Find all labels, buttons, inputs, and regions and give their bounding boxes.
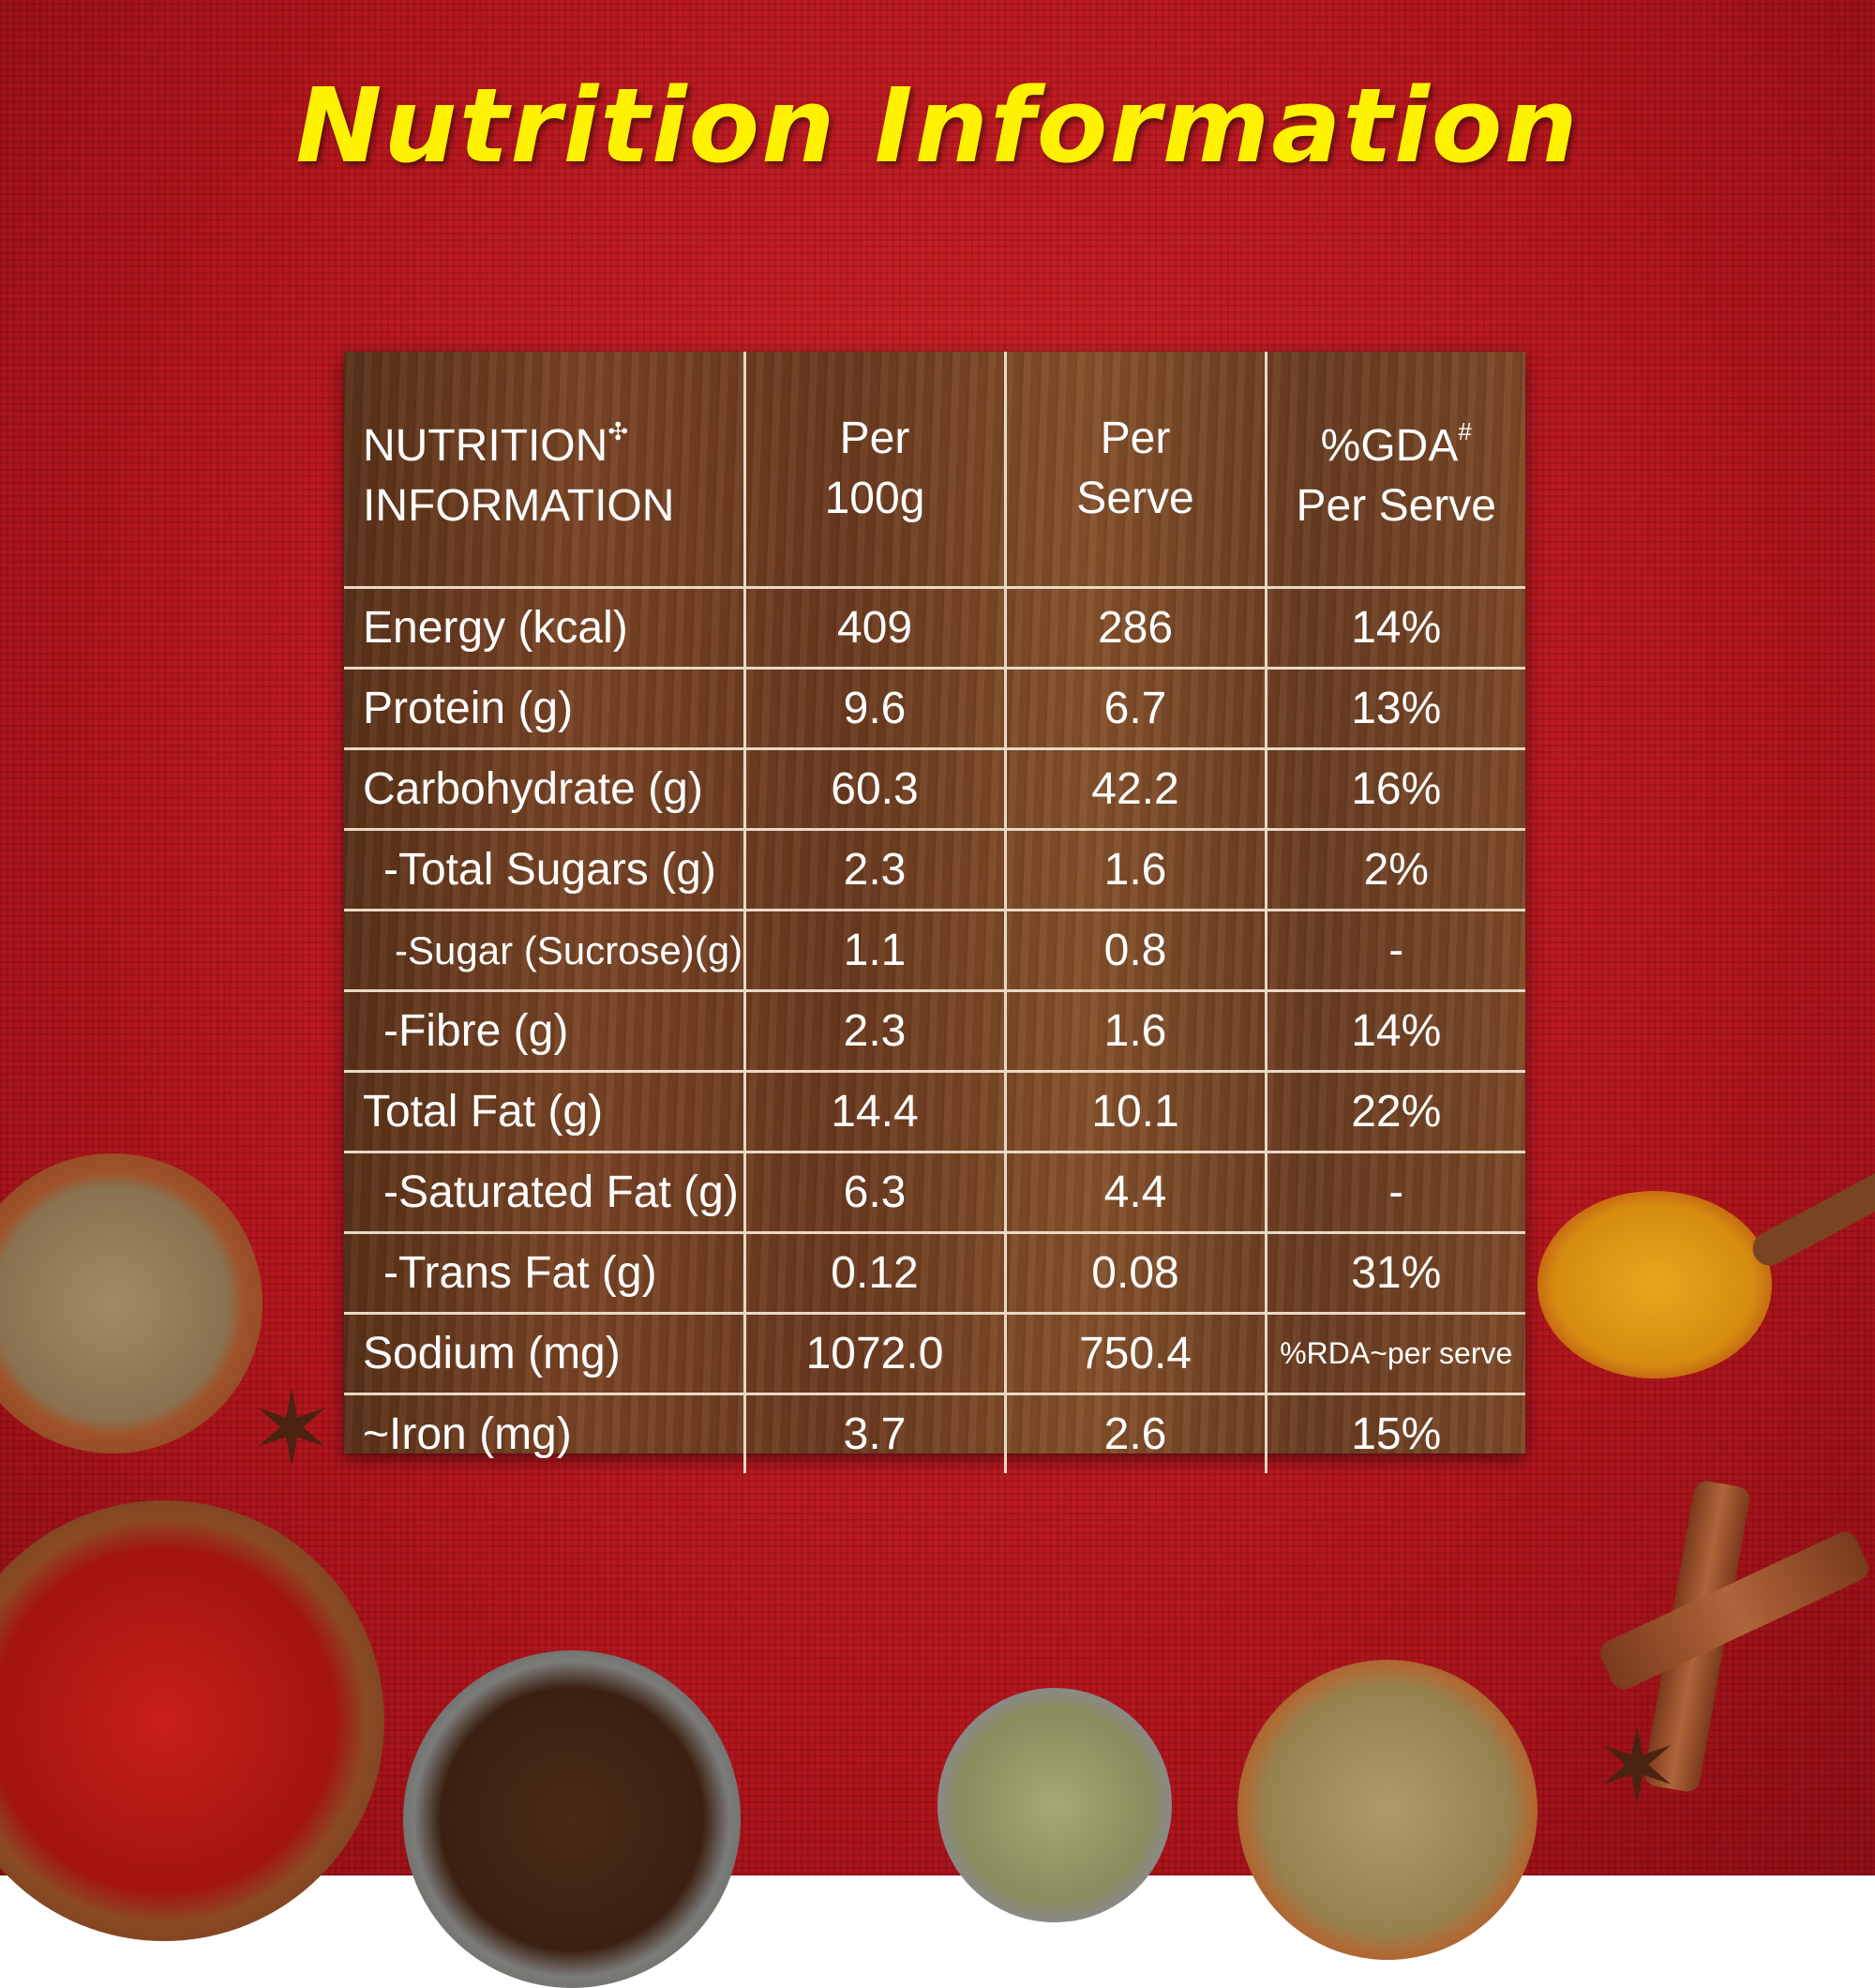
cell-gda: 2% xyxy=(1264,828,1525,911)
table-row: Energy (kcal) 409 286 14% xyxy=(344,586,1525,670)
cell-per-serve: 1.6 xyxy=(1003,828,1268,911)
cell-per-100g: 3.7 xyxy=(742,1393,1007,1473)
table-row: -Fibre (g) 2.3 1.6 14% xyxy=(344,989,1525,1073)
clove-bowl-icon xyxy=(403,1650,741,1988)
table-row: -Saturated Fat (g) 6.3 4.4 - xyxy=(344,1151,1525,1234)
fennel-bowl-icon xyxy=(938,1688,1172,1922)
star-anise-icon: ✶ xyxy=(248,1372,336,1487)
cell-per-serve: 1.6 xyxy=(1003,989,1268,1073)
chili-bowl-icon xyxy=(0,1500,384,1941)
cell-per-serve: 10.1 xyxy=(1003,1070,1268,1153)
cell-per-serve: 6.7 xyxy=(1003,667,1268,750)
header-per-serve: Per Serve xyxy=(1003,352,1268,589)
row-label: -Saturated Fat (g) xyxy=(344,1151,746,1234)
row-label: ~Iron (mg) xyxy=(344,1393,746,1473)
cell-gda: 15% xyxy=(1264,1393,1525,1473)
row-label: Sodium (mg) xyxy=(344,1312,746,1395)
cell-per-100g: 1072.0 xyxy=(742,1312,1007,1395)
cell-per-100g: 409 xyxy=(742,586,1007,670)
header-nutrition-line2: INFORMATION xyxy=(363,481,675,531)
page-title: Nutrition Information xyxy=(295,66,1580,186)
header-nutrition-mark: ✣ xyxy=(608,417,629,445)
turmeric-spoon-icon xyxy=(1538,1191,1772,1378)
cell-per-100g: 14.4 xyxy=(742,1070,1007,1153)
row-label: Energy (kcal) xyxy=(344,586,746,670)
star-anise-icon: ✶ xyxy=(1594,1709,1681,1825)
header-gda: %GDA# Per Serve xyxy=(1264,352,1525,589)
row-label: -Total Sugars (g) xyxy=(344,828,746,911)
cell-gda: 14% xyxy=(1264,989,1525,1073)
table-row: Sodium (mg) 1072.0 750.4 %RDA~per serve xyxy=(344,1312,1525,1395)
nutrition-table: NUTRITION✣ INFORMATION Per 100g Per Serv… xyxy=(344,352,1525,1473)
header-gda-line2: Per Serve xyxy=(1296,481,1496,531)
cell-per-100g: 60.3 xyxy=(742,747,1007,831)
row-label: -Sugar (Sucrose)(g) xyxy=(344,909,746,992)
cell-per-100g: 2.3 xyxy=(742,828,1007,911)
header-per-100g-line2: 100g xyxy=(824,474,925,523)
table-row: Total Fat (g) 14.4 10.1 22% xyxy=(344,1070,1525,1153)
cell-per-100g: 6.3 xyxy=(742,1151,1007,1234)
row-label: Total Fat (g) xyxy=(344,1070,746,1153)
table-row: Carbohydrate (g) 60.3 42.2 16% xyxy=(344,747,1525,831)
row-label: Carbohydrate (g) xyxy=(344,747,746,831)
table-header-row: NUTRITION✣ INFORMATION Per 100g Per Serv… xyxy=(344,352,1525,589)
cell-per-100g: 0.12 xyxy=(742,1231,1007,1315)
table-row: -Trans Fat (g) 0.12 0.08 31% xyxy=(344,1231,1525,1315)
cell-gda: 14% xyxy=(1264,586,1525,670)
header-per-100g: Per 100g xyxy=(742,352,1007,589)
cell-gda: %RDA~per serve xyxy=(1264,1312,1525,1395)
header-gda-mark: # xyxy=(1458,417,1472,445)
cell-per-serve: 750.4 xyxy=(1003,1312,1268,1395)
header-per-serve-line1: Per xyxy=(1100,414,1171,463)
cell-gda: 16% xyxy=(1264,747,1525,831)
header-per-serve-line2: Serve xyxy=(1076,474,1194,523)
cell-per-serve: 42.2 xyxy=(1003,747,1268,831)
cell-per-serve: 0.08 xyxy=(1003,1231,1268,1315)
cell-per-serve: 4.4 xyxy=(1003,1151,1268,1234)
cell-per-100g: 1.1 xyxy=(742,909,1007,992)
cell-per-100g: 2.3 xyxy=(742,989,1007,1073)
cell-per-100g: 9.6 xyxy=(742,667,1007,750)
cell-gda: - xyxy=(1264,909,1525,992)
cell-per-serve: 286 xyxy=(1003,586,1268,670)
row-label: -Fibre (g) xyxy=(344,989,746,1073)
coriander-bowl-icon xyxy=(1238,1660,1538,1960)
cell-gda: - xyxy=(1264,1151,1525,1234)
table-row: -Sugar (Sucrose)(g) 1.1 0.8 - xyxy=(344,909,1525,992)
row-label: Protein (g) xyxy=(344,667,746,750)
header-nutrition: NUTRITION✣ INFORMATION xyxy=(344,352,746,589)
table-row: Protein (g) 9.6 6.7 13% xyxy=(344,667,1525,750)
cell-per-serve: 0.8 xyxy=(1003,909,1268,992)
cell-gda: 13% xyxy=(1264,667,1525,750)
header-gda-line1: %GDA xyxy=(1320,421,1459,471)
table-row: -Total Sugars (g) 2.3 1.6 2% xyxy=(344,828,1525,911)
header-per-100g-line1: Per xyxy=(839,414,910,463)
cell-per-serve: 2.6 xyxy=(1003,1393,1268,1473)
cell-gda: 31% xyxy=(1264,1231,1525,1315)
row-label: -Trans Fat (g) xyxy=(344,1231,746,1315)
cumin-bowl-icon xyxy=(0,1153,262,1453)
table-row: ~Iron (mg) 3.7 2.6 15% xyxy=(344,1393,1525,1473)
header-nutrition-line1: NUTRITION xyxy=(363,421,608,471)
cell-gda: 22% xyxy=(1264,1070,1525,1153)
